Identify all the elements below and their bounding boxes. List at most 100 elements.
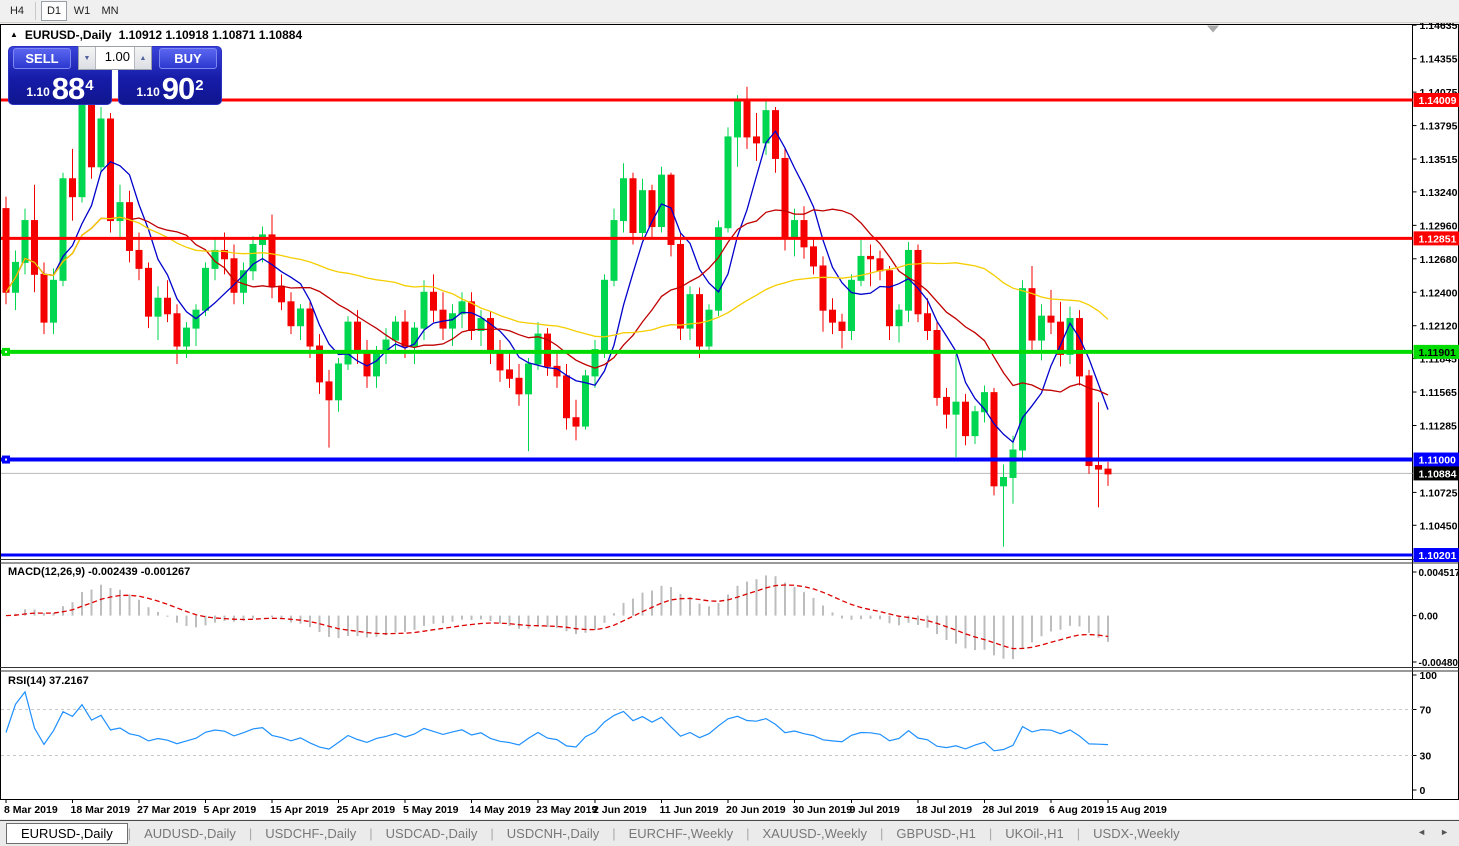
- macd-tick: 0.00: [1419, 612, 1439, 623]
- volume-spinner: ▼ 1.00 ▲: [78, 46, 152, 70]
- tab-separator: |: [612, 826, 616, 841]
- volume-decrease-icon[interactable]: ▼: [79, 47, 96, 69]
- date-label: 27 Mar 2019: [137, 804, 197, 816]
- chart-header: ▲ EURUSD-,Daily 1.10912 1.10918 1.10871 …: [10, 28, 302, 42]
- rsi-tick: 100: [1420, 670, 1438, 682]
- sell-price-big: 88: [51, 71, 85, 106]
- rsi-line: [5, 690, 1109, 752]
- date-label: 28 Jul 2019: [983, 804, 1039, 816]
- price-tag-label: 1.11901: [1419, 347, 1457, 359]
- macd-panel: 0.004517 0.00 -0.004806: [5, 568, 1459, 669]
- price-tick: 1.10725: [1420, 487, 1458, 499]
- timeframe-mn[interactable]: MN: [101, 5, 119, 17]
- tab-eurusd-daily[interactable]: EURUSD-,Daily: [6, 823, 128, 844]
- date-label: 20 Jun 2019: [726, 804, 786, 816]
- price-tick: 1.12960: [1420, 220, 1458, 232]
- sell-price-base: 1.10: [26, 85, 50, 99]
- price-tick: 1.14635: [1420, 20, 1458, 32]
- tab-ukoil-h1[interactable]: UKOil-,H1: [1005, 826, 1064, 841]
- price-axis: 1.146351.143551.140751.137951.135151.132…: [1412, 20, 1459, 563]
- tab-scroll-left-icon[interactable]: ◄: [1417, 827, 1427, 837]
- macd-label: MACD(12,26,9) -0.002439 -0.001267: [8, 566, 190, 578]
- date-label: 11 Jun 2019: [660, 804, 719, 816]
- tab-usdx-weekly[interactable]: USDX-,Weekly: [1093, 826, 1180, 841]
- date-label: 5 Apr 2019: [204, 804, 257, 816]
- tab-separator: |: [1076, 826, 1081, 841]
- buy-price-base: 1.10: [136, 85, 160, 99]
- rsi-tick: 30: [1420, 751, 1432, 763]
- price-tag: [1413, 231, 1459, 246]
- rsi-label: RSI(14) 37.2167: [8, 675, 89, 687]
- price-tick: 1.11565: [1420, 387, 1458, 399]
- sell-price-sup: 4: [85, 77, 94, 94]
- window-frame: [0, 24, 1459, 800]
- price-tag-label: 1.14009: [1419, 95, 1457, 107]
- chart-tabbar: EURUSD-,Daily | AUDUSD-,Daily | USDCHF-,Dail…: [0, 820, 1459, 846]
- tab-eurchf-weekly[interactable]: EURCHF-,Weekly: [628, 826, 734, 841]
- price-tag-label: 1.10884: [1419, 468, 1457, 480]
- date-label: 2 Jun 2019: [593, 804, 647, 816]
- buy-button[interactable]: BUY: [159, 48, 217, 69]
- buy-price[interactable]: 1.10 90 2: [118, 73, 222, 104]
- tab-separator: |: [248, 826, 253, 841]
- sell-button[interactable]: SELL: [13, 48, 71, 69]
- tab-separator: |: [369, 826, 373, 841]
- volume-input[interactable]: 1.00: [96, 47, 134, 69]
- rsi-tick: 0: [1420, 785, 1426, 797]
- price-tag-label: 1.10201: [1419, 550, 1457, 562]
- timeframe-w1[interactable]: W1: [73, 5, 91, 17]
- toolbar-separator: [35, 2, 36, 20]
- tab-scroll-arrows: ◄ ►: [1417, 827, 1449, 837]
- tab-scroll-right-icon[interactable]: ►: [1440, 827, 1449, 837]
- macd-tick: 0.004517: [1419, 568, 1459, 579]
- shift-marker-icon: [1207, 25, 1219, 33]
- tab-separator: |: [490, 826, 494, 841]
- collapse-icon[interactable]: ▲: [10, 30, 18, 39]
- tab-separator: |: [988, 826, 993, 841]
- date-label: 25 Apr 2019: [337, 804, 396, 816]
- tab-usdcnh-daily[interactable]: USDCNH-,Daily: [506, 826, 600, 841]
- macd-signal-line: [5, 584, 1109, 650]
- price-tick: 1.12400: [1420, 287, 1458, 299]
- date-label: 8 Mar 2019: [4, 804, 58, 816]
- price-tick: 1.12680: [1420, 254, 1458, 266]
- timeframe-h4[interactable]: H4: [9, 5, 25, 17]
- tab-usdcad-daily[interactable]: USDCAD-,Daily: [385, 826, 478, 841]
- rsi-panel: 100 70 30 0: [1, 670, 1437, 797]
- price-tag: [1413, 452, 1459, 467]
- tab-audusd-daily[interactable]: AUDUSD-,Daily: [144, 826, 236, 841]
- tab-xauusd-weekly[interactable]: XAUUSD-,Weekly: [762, 826, 868, 841]
- ma-slow-line: [5, 216, 1109, 338]
- tab-usdchf-daily[interactable]: USDCHF-,Daily: [265, 826, 357, 841]
- price-tag: [1413, 344, 1459, 359]
- date-label: 5 May 2019: [403, 804, 459, 816]
- date-label: 15 Aug 2019: [1106, 804, 1167, 816]
- volume-increase-icon[interactable]: ▲: [134, 47, 151, 69]
- date-label: 6 Aug 2019: [1049, 804, 1104, 816]
- tab-separator: |: [127, 826, 132, 841]
- price-tag: [1413, 548, 1459, 563]
- price-tick: 1.11285: [1420, 420, 1458, 432]
- price-tick: 1.10450: [1420, 520, 1458, 532]
- sell-price[interactable]: 1.10 88 4: [8, 71, 112, 106]
- one-click-trade-panel: SELL BUY ▼ 1.00 ▲ 1.10 88 4 1.10 90 2: [8, 44, 222, 106]
- rsi-tick: 70: [1420, 705, 1432, 717]
- price-tick: 1.13240: [1420, 187, 1458, 199]
- date-label: 18 Jul 2019: [916, 804, 972, 816]
- price-tag-label: 1.11000: [1419, 455, 1457, 467]
- ohlc-values: 1.10912 1.10918 1.10871 1.10884: [118, 28, 303, 42]
- macd-name: MACD(12,26,9): [8, 566, 86, 578]
- timeframe-toolbar: H4 D1 W1 MN: [0, 0, 1459, 23]
- timeframe-d1[interactable]: D1: [41, 1, 67, 21]
- date-label: 23 May 2019: [536, 804, 597, 816]
- price-tag-label: 1.12851: [1419, 233, 1457, 245]
- price-tag: [1413, 93, 1459, 107]
- macd-tick: -0.004806: [1419, 658, 1459, 669]
- candles: [2, 77, 1112, 547]
- tab-gbpusd-h1[interactable]: GBPUSD-,H1: [896, 826, 976, 841]
- price-tick: 1.12120: [1420, 321, 1458, 333]
- date-label: 15 Apr 2019: [270, 804, 329, 816]
- price-tick: 1.13515: [1420, 154, 1458, 166]
